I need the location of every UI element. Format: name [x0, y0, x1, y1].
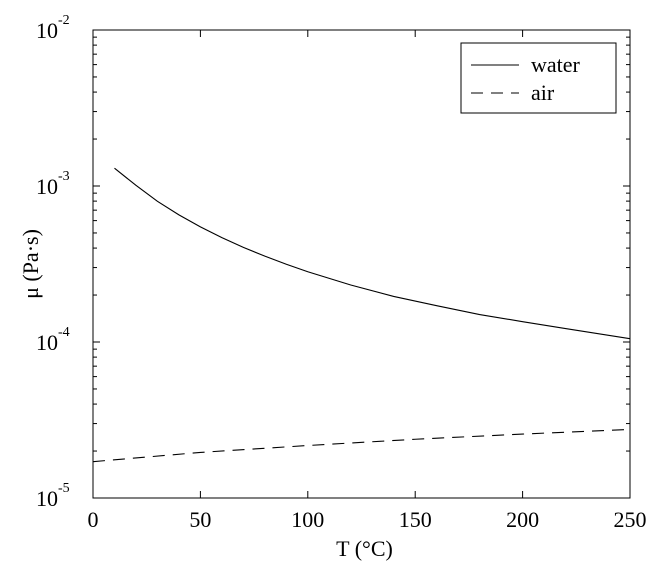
x-tick-label: 100 — [291, 507, 324, 532]
y-tick-label: 10 — [36, 18, 58, 43]
x-tick-label: 0 — [88, 507, 99, 532]
y-tick-label: 10 — [36, 330, 58, 355]
x-tick-label: 150 — [399, 507, 432, 532]
axis-labels: T (°C) μ (Pa·s) — [18, 229, 393, 561]
legend-box — [460, 42, 617, 114]
legend: water air — [460, 42, 617, 114]
x-axis-label: T (°C) — [336, 536, 393, 561]
y-axis-label: μ (Pa·s) — [18, 229, 43, 299]
x-tick-label: 250 — [614, 507, 647, 532]
y-tick-exponent: -2 — [58, 13, 70, 28]
legend-label-water: water — [531, 52, 581, 77]
x-tick-label: 200 — [506, 507, 539, 532]
legend-label-air: air — [531, 80, 555, 105]
plot-border — [92, 29, 631, 499]
series-line-air — [92, 428, 631, 463]
y-tick-exponent: -4 — [58, 325, 70, 340]
y-tick-label: 10 — [36, 174, 58, 199]
series-layer — [92, 167, 631, 463]
series-line-water — [114, 167, 631, 340]
plot-area — [92, 29, 631, 499]
y-tick-label: 10 — [36, 486, 58, 511]
x-tick-label: 50 — [189, 507, 211, 532]
y-tick-exponent: -3 — [58, 169, 70, 184]
y-tick-exponent: -5 — [58, 481, 70, 496]
